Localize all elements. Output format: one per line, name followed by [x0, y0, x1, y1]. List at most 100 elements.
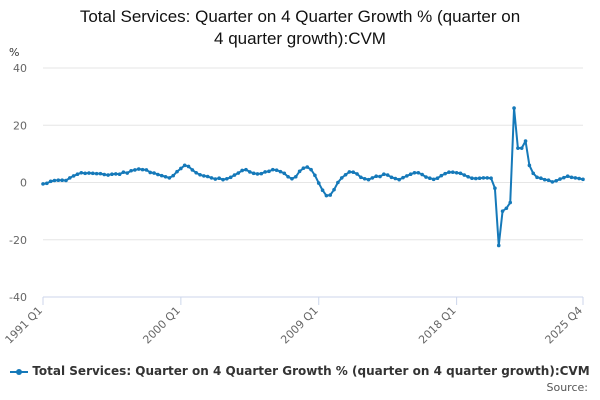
data-point	[504, 206, 509, 211]
data-point	[213, 177, 218, 181]
data-point	[458, 171, 463, 176]
data-point	[447, 170, 451, 174]
data-point	[133, 168, 137, 172]
data-point	[336, 180, 340, 185]
data-point	[462, 173, 467, 177]
data-point	[282, 171, 287, 176]
data-point	[542, 177, 547, 182]
data-point	[450, 170, 455, 174]
data-point	[470, 176, 474, 181]
data-point	[297, 169, 302, 174]
data-point	[248, 170, 252, 174]
chart-title-line-2: 4 quarter growth):CVM	[214, 29, 386, 48]
data-point	[45, 181, 49, 186]
data-point	[573, 176, 578, 180]
data-point	[428, 176, 432, 181]
data-point	[225, 176, 229, 181]
data-point	[129, 168, 133, 173]
data-point	[152, 171, 156, 175]
data-point	[117, 172, 122, 176]
x-tick-label: 1991 Q1	[3, 304, 46, 347]
data-point	[221, 177, 225, 182]
data-point	[175, 169, 179, 174]
data-point	[477, 176, 482, 181]
data-point	[102, 172, 107, 177]
data-point	[466, 174, 470, 179]
data-point	[148, 170, 153, 175]
x-axis: 1991 Q1 2000 Q1 2009 Q1 2018 Q1 2025 Q4	[3, 297, 585, 347]
data-point	[263, 170, 267, 174]
data-point	[347, 170, 352, 174]
data-point	[94, 171, 99, 176]
data-point	[412, 170, 417, 175]
data-point	[52, 178, 57, 183]
data-point	[270, 167, 275, 172]
data-point	[512, 106, 516, 110]
data-point	[516, 146, 520, 150]
data-point	[539, 176, 543, 181]
data-point	[209, 176, 214, 180]
data-point	[182, 163, 187, 168]
data-point	[179, 166, 183, 171]
data-point	[366, 177, 371, 182]
data-point	[163, 174, 168, 179]
data-point	[113, 172, 118, 176]
data-point	[320, 188, 325, 193]
data-point	[301, 166, 306, 170]
data-point	[121, 170, 126, 174]
data-point	[454, 170, 459, 175]
source-label: Source:	[546, 381, 589, 394]
data-point	[194, 170, 198, 175]
data-point	[205, 174, 210, 179]
data-point	[240, 168, 244, 173]
data-point	[60, 178, 64, 183]
data-point	[290, 176, 294, 181]
legend[interactable]: Total Services: Quarter on 4 Quarter Gro…	[0, 364, 600, 378]
data-point	[144, 168, 149, 172]
data-point	[110, 172, 114, 176]
data-point	[565, 174, 570, 178]
data-point	[439, 173, 444, 178]
data-point	[267, 169, 271, 174]
data-point	[385, 173, 390, 177]
data-point	[98, 171, 103, 176]
data-point	[569, 175, 574, 180]
data-point	[244, 167, 248, 172]
data-point	[527, 163, 532, 168]
data-point	[75, 172, 80, 176]
data-point	[339, 176, 344, 180]
chart-title-line-1: Total Services: Quarter on 4 Quarter Gro…	[79, 7, 521, 26]
data-point	[550, 180, 555, 184]
data-point	[125, 171, 130, 175]
data-point	[228, 175, 233, 180]
data-point	[83, 171, 87, 176]
data-point	[255, 172, 260, 176]
x-tick-label: 2000 Q1	[140, 304, 183, 347]
data-point	[420, 172, 424, 177]
data-point	[328, 193, 333, 197]
data-point	[359, 175, 363, 180]
y-tick-label: 40	[13, 62, 27, 75]
data-point	[382, 172, 386, 176]
data-point	[190, 168, 195, 172]
data-point	[90, 171, 95, 176]
data-point	[68, 176, 72, 180]
legend-line-marker-icon	[10, 367, 29, 377]
data-point	[274, 168, 279, 172]
data-point	[473, 176, 478, 181]
data-point	[435, 176, 440, 181]
data-point	[106, 173, 110, 177]
data-point	[558, 177, 562, 181]
data-point	[355, 172, 359, 176]
data-point	[443, 171, 447, 176]
data-point	[397, 177, 401, 182]
data-point	[217, 176, 221, 181]
data-point	[332, 187, 336, 192]
data-point	[489, 176, 493, 181]
data-point	[305, 165, 310, 169]
y-unit-label: %	[9, 46, 19, 59]
series-line	[42, 107, 584, 247]
data-point	[351, 170, 356, 174]
y-tick-label: 20	[13, 119, 27, 132]
data-point	[324, 193, 329, 198]
